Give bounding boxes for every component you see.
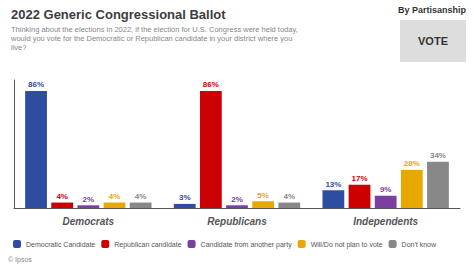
svg-text:4%: 4% <box>135 192 147 201</box>
svg-text:Don't know: Don't know <box>402 241 437 248</box>
svg-text:live?: live? <box>11 43 26 52</box>
svg-text:3%: 3% <box>179 193 191 202</box>
svg-text:17%: 17% <box>352 174 368 183</box>
svg-text:By Partisanship: By Partisanship <box>398 5 467 15</box>
svg-text:9%: 9% <box>380 185 392 194</box>
svg-text:Candidate from another party: Candidate from another party <box>201 241 293 249</box>
svg-text:© Ipsos: © Ipsos <box>8 256 32 264</box>
svg-text:86%: 86% <box>28 80 44 89</box>
svg-text:2%: 2% <box>231 195 243 204</box>
svg-text:VOTE: VOTE <box>418 35 448 47</box>
svg-text:4%: 4% <box>284 192 296 201</box>
svg-text:Will/Do not plan to vote: Will/Do not plan to vote <box>311 241 383 249</box>
svg-text:Republican candidate: Republican candidate <box>114 241 181 249</box>
svg-text:4%: 4% <box>56 192 68 201</box>
svg-text:2022 Generic Congressional Bal: 2022 Generic Congressional Ballot <box>11 7 226 22</box>
svg-text:34%: 34% <box>430 151 446 160</box>
svg-text:5%: 5% <box>257 191 269 200</box>
svg-text:Democratic Candidate: Democratic Candidate <box>26 241 95 248</box>
svg-text:Republicans: Republicans <box>207 216 267 227</box>
svg-text:Independents: Independents <box>353 216 418 227</box>
svg-text:would you vote for the Democra: would you vote for the Democratic or Rep… <box>10 34 292 43</box>
svg-text:13%: 13% <box>325 180 341 189</box>
svg-text:Democrats: Democrats <box>62 216 114 227</box>
svg-text:2%: 2% <box>83 195 95 204</box>
svg-text:Thinking about the elections i: Thinking about the elections in 2022, if… <box>11 25 298 34</box>
svg-text:86%: 86% <box>203 80 219 89</box>
svg-text:4%: 4% <box>109 192 121 201</box>
svg-text:28%: 28% <box>404 159 420 168</box>
